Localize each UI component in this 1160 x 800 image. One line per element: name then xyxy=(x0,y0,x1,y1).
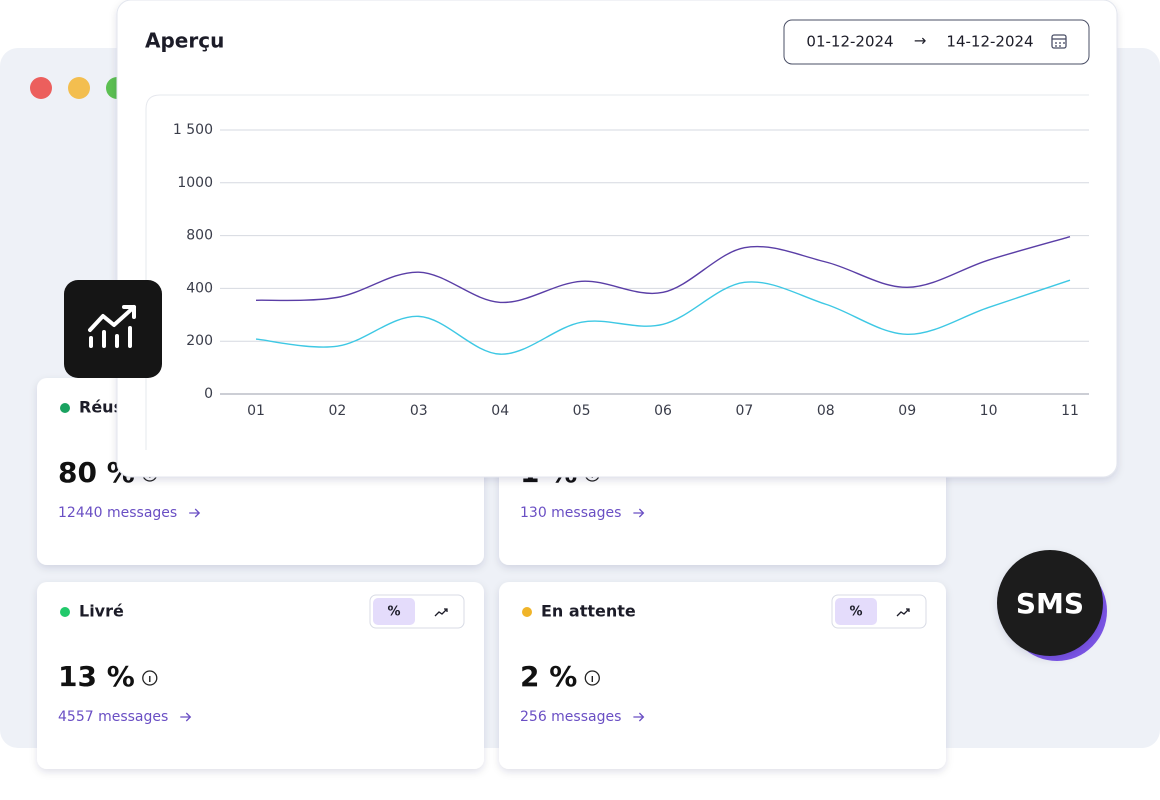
series-line xyxy=(255,279,1071,355)
x-tick-label: 10 xyxy=(980,403,998,419)
sms-badge: SMS xyxy=(997,550,1107,661)
y-tick-label: 1 500 xyxy=(173,122,213,138)
trend-icon-tile xyxy=(64,280,162,378)
info-icon xyxy=(142,670,158,686)
y-tick-label: 800 xyxy=(186,228,213,244)
overview-panel: Aperçu 01-12-2024 → 14-12-2024 0 200 400 80… xyxy=(116,0,1118,478)
badge-label: SMS xyxy=(1016,587,1084,620)
x-tick-label: 02 xyxy=(328,403,346,419)
x-tick-label: 04 xyxy=(491,403,509,419)
card-value: 13 % xyxy=(58,660,135,693)
toggle-percent: % xyxy=(387,605,400,620)
chart: 0 200 400 800 1000 1 500 01 02 03 04 05 06 07 08 09 10 1… xyxy=(173,122,1089,419)
link-arrow xyxy=(633,508,645,518)
messages-link[interactable]: 130 messages xyxy=(520,505,621,521)
messages-link[interactable]: 256 messages xyxy=(520,709,621,725)
status-dot xyxy=(522,607,532,617)
toggle-active[interactable] xyxy=(835,598,877,625)
messages-link[interactable]: 12440 messages xyxy=(58,505,177,521)
link-arrow xyxy=(633,712,645,722)
card-title: En attente xyxy=(541,602,636,621)
x-tick-label: 09 xyxy=(898,403,916,419)
toggle-trend-icon[interactable] xyxy=(434,608,448,617)
chart-frame xyxy=(145,94,1089,450)
status-dot xyxy=(60,403,70,413)
y-tick-label: 1000 xyxy=(177,175,213,191)
y-tick-label: 400 xyxy=(186,280,213,296)
panel-bg xyxy=(116,0,1118,478)
link-arrow xyxy=(180,712,192,722)
y-tick-label: 0 xyxy=(204,386,213,402)
card-bg xyxy=(37,582,484,769)
x-tick-label: 05 xyxy=(573,403,591,419)
x-tick-label: 07 xyxy=(735,403,753,419)
date-range[interactable] xyxy=(783,19,1090,65)
info-icon xyxy=(584,670,600,686)
stat-card: Livré % 13 % 4557 messages xyxy=(37,582,484,769)
panel-title: Aperçu xyxy=(145,29,224,53)
date-from: 01-12-2024 xyxy=(806,33,893,51)
toggle-trend-icon[interactable] xyxy=(896,608,910,617)
card-title: Livré xyxy=(79,602,124,621)
series-line xyxy=(255,235,1071,304)
status-dot xyxy=(60,607,70,617)
card-value: 2 % xyxy=(520,660,577,693)
x-tick-label: 03 xyxy=(410,403,428,419)
calendar-icon xyxy=(1051,34,1067,49)
date-arrow: → xyxy=(914,32,927,50)
x-tick-label: 11 xyxy=(1061,403,1079,419)
x-tick-label: 06 xyxy=(654,403,672,419)
link-arrow xyxy=(189,508,201,518)
y-tick-label: 200 xyxy=(186,333,213,349)
window-minimize[interactable] xyxy=(68,77,90,99)
toggle-active[interactable] xyxy=(373,598,415,625)
date-to: 14-12-2024 xyxy=(946,33,1033,51)
toggle-percent: % xyxy=(849,605,862,620)
window-close[interactable] xyxy=(30,77,52,99)
stat-card: En attente % 2 % 256 messages xyxy=(499,582,946,769)
messages-link[interactable]: 4557 messages xyxy=(58,709,168,725)
x-tick-label: 01 xyxy=(247,403,265,419)
x-tick-label: 08 xyxy=(817,403,835,419)
card-bg xyxy=(499,582,946,769)
